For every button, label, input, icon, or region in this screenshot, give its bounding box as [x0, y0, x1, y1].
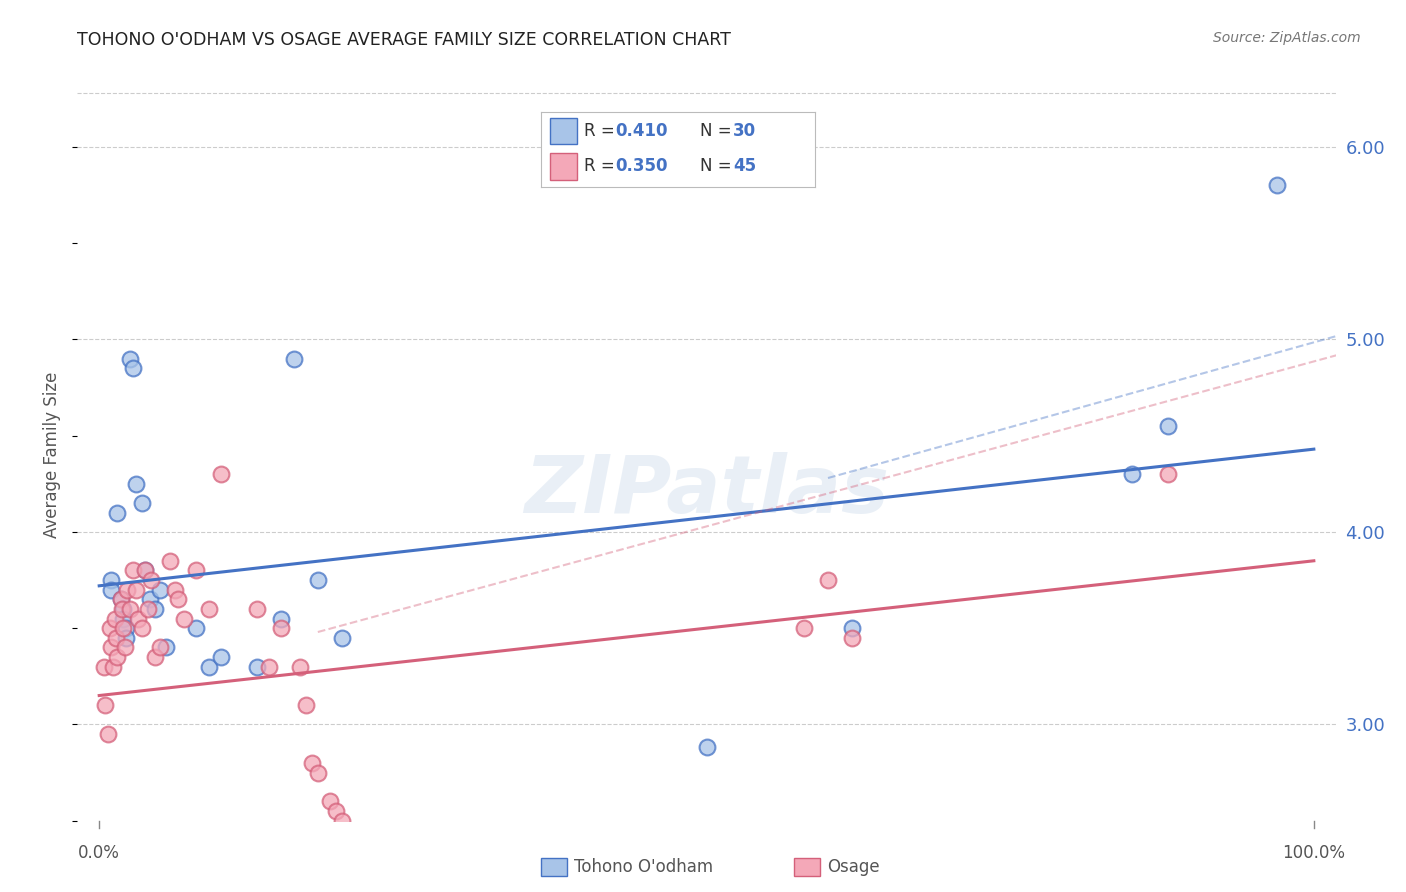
- Text: Source: ZipAtlas.com: Source: ZipAtlas.com: [1213, 31, 1361, 45]
- Text: 30: 30: [734, 122, 756, 140]
- Point: [115, 631, 138, 645]
- Point: [319, 794, 342, 808]
- Point: [134, 563, 156, 577]
- Point: [257, 659, 280, 673]
- Text: TOHONO O'ODHAM VS OSAGE AVERAGE FAMILY SIZE CORRELATION CHART: TOHONO O'ODHAM VS OSAGE AVERAGE FAMILY S…: [77, 31, 731, 49]
- Point: [1157, 467, 1180, 482]
- Point: [114, 640, 136, 655]
- Point: [149, 640, 172, 655]
- Point: [139, 592, 162, 607]
- Bar: [550, 153, 576, 179]
- Point: [330, 631, 353, 645]
- Point: [246, 659, 269, 673]
- Point: [112, 611, 135, 625]
- Point: [101, 659, 124, 673]
- Text: ZIPatlas: ZIPatlas: [524, 452, 889, 531]
- Point: [173, 611, 195, 625]
- Point: [696, 740, 718, 755]
- Point: [817, 573, 839, 587]
- Point: [141, 573, 163, 587]
- Point: [288, 659, 311, 673]
- Bar: [550, 118, 576, 145]
- Point: [197, 602, 219, 616]
- Point: [301, 756, 323, 770]
- Point: [143, 602, 166, 616]
- Point: [107, 650, 129, 665]
- Point: [270, 611, 292, 625]
- Point: [100, 582, 122, 597]
- Point: [325, 804, 347, 818]
- Point: [197, 659, 219, 673]
- Point: [841, 631, 863, 645]
- Point: [1157, 419, 1180, 434]
- Text: 0.410: 0.410: [616, 122, 668, 140]
- Point: [283, 351, 305, 366]
- Point: [163, 582, 186, 597]
- Point: [118, 351, 141, 366]
- Text: 45: 45: [734, 158, 756, 176]
- Point: [107, 506, 129, 520]
- Point: [307, 765, 329, 780]
- Point: [110, 592, 132, 607]
- Point: [134, 563, 156, 577]
- Point: [97, 727, 120, 741]
- Point: [1121, 467, 1143, 482]
- Point: [246, 602, 269, 616]
- Point: [270, 621, 292, 635]
- Point: [841, 621, 863, 635]
- Point: [209, 650, 232, 665]
- Point: [793, 621, 815, 635]
- Point: [330, 814, 353, 828]
- Text: N =: N =: [700, 122, 737, 140]
- Point: [307, 573, 329, 587]
- Point: [136, 602, 159, 616]
- Point: [294, 698, 316, 713]
- Point: [1267, 178, 1289, 193]
- Point: [112, 602, 135, 616]
- Point: [100, 640, 122, 655]
- Text: R =: R =: [583, 158, 620, 176]
- Text: N =: N =: [700, 158, 737, 176]
- Point: [143, 650, 166, 665]
- Point: [100, 573, 122, 587]
- Text: R =: R =: [583, 122, 620, 140]
- Point: [118, 602, 141, 616]
- Point: [122, 563, 145, 577]
- Point: [155, 640, 177, 655]
- Point: [110, 592, 132, 607]
- Point: [127, 611, 149, 625]
- Point: [105, 631, 128, 645]
- Point: [131, 496, 153, 510]
- Point: [131, 621, 153, 635]
- Text: 0.350: 0.350: [616, 158, 668, 176]
- Text: 100.0%: 100.0%: [1282, 844, 1346, 862]
- Point: [93, 659, 115, 673]
- Point: [112, 621, 135, 635]
- Y-axis label: Average Family Size: Average Family Size: [44, 372, 62, 538]
- Text: 0.0%: 0.0%: [79, 844, 120, 862]
- Text: Osage: Osage: [827, 858, 879, 876]
- Point: [115, 582, 138, 597]
- Point: [124, 476, 146, 491]
- Point: [149, 582, 172, 597]
- Point: [124, 582, 146, 597]
- Point: [186, 621, 208, 635]
- Point: [111, 602, 134, 616]
- Point: [186, 563, 208, 577]
- Point: [115, 621, 138, 635]
- Text: Tohono O'odham: Tohono O'odham: [574, 858, 713, 876]
- Point: [167, 592, 190, 607]
- Point: [98, 621, 121, 635]
- Point: [94, 698, 117, 713]
- Point: [159, 554, 181, 568]
- Point: [209, 467, 232, 482]
- Point: [122, 361, 145, 376]
- Point: [104, 611, 127, 625]
